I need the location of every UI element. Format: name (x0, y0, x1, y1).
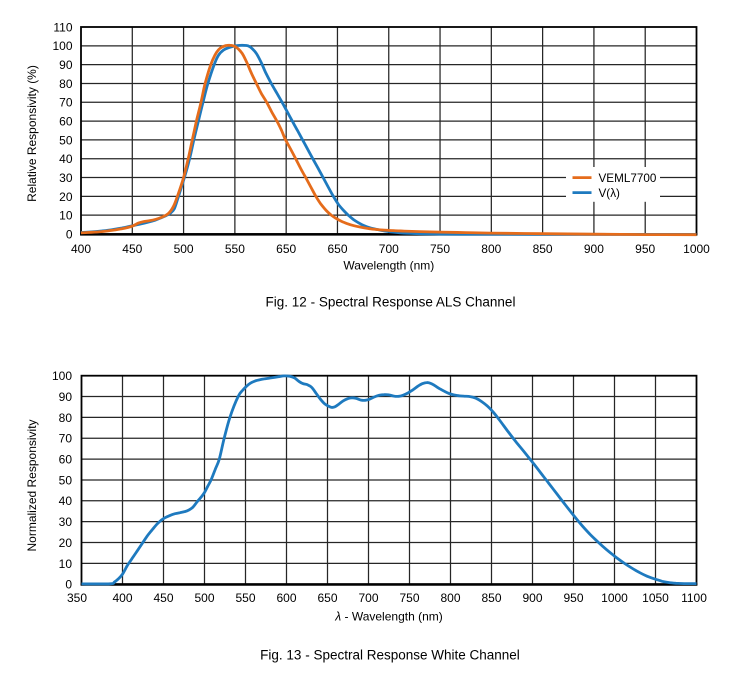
svg-text:0: 0 (66, 227, 73, 241)
svg-text:λ - Wavelength (nm): λ - Wavelength (nm) (334, 609, 443, 623)
svg-text:20: 20 (59, 190, 73, 204)
svg-text:700: 700 (358, 591, 378, 605)
svg-text:30: 30 (59, 171, 73, 185)
svg-text:90: 90 (59, 58, 73, 72)
svg-text:110: 110 (53, 20, 72, 34)
svg-text:V(λ): V(λ) (599, 187, 621, 200)
svg-text:Wavelength (nm): Wavelength (nm) (343, 258, 434, 272)
svg-text:650: 650 (276, 242, 296, 256)
svg-text:450: 450 (122, 242, 142, 256)
svg-text:70: 70 (59, 432, 73, 446)
svg-text:900: 900 (584, 242, 604, 256)
svg-text:700: 700 (379, 242, 399, 256)
svg-text:600: 600 (276, 591, 296, 605)
svg-text:Normalized Responsivity: Normalized Responsivity (25, 419, 39, 551)
svg-text:550: 550 (225, 242, 245, 256)
svg-text:Fig. 13 - Spectral Response Wh: Fig. 13 - Spectral Response White Channe… (260, 648, 520, 663)
svg-text:500: 500 (174, 242, 194, 256)
svg-text:650: 650 (327, 242, 347, 256)
svg-text:Fig. 12 - Spectral Response AL: Fig. 12 - Spectral Response ALS Channel (266, 294, 516, 309)
svg-text:80: 80 (59, 411, 73, 425)
svg-text:450: 450 (153, 591, 173, 605)
svg-text:60: 60 (59, 115, 73, 129)
svg-text:950: 950 (563, 591, 583, 605)
svg-text:VEML7700: VEML7700 (599, 172, 657, 185)
svg-text:800: 800 (481, 242, 501, 256)
svg-text:Relative Responsivity (%): Relative Responsivity (%) (25, 65, 39, 202)
svg-text:30: 30 (59, 515, 73, 529)
svg-text:800: 800 (440, 591, 460, 605)
svg-text:100: 100 (52, 39, 72, 53)
svg-text:0: 0 (65, 578, 72, 592)
svg-text:750: 750 (399, 591, 419, 605)
svg-text:650: 650 (317, 591, 337, 605)
svg-text:60: 60 (59, 453, 73, 467)
svg-text:850: 850 (533, 242, 553, 256)
svg-text:900: 900 (522, 591, 542, 605)
svg-text:40: 40 (59, 152, 73, 166)
svg-text:1100: 1100 (681, 591, 707, 605)
svg-text:850: 850 (481, 591, 501, 605)
svg-text:400: 400 (71, 242, 91, 256)
svg-text:550: 550 (235, 591, 255, 605)
svg-text:50: 50 (59, 133, 73, 147)
svg-text:750: 750 (430, 242, 450, 256)
svg-text:10: 10 (59, 557, 73, 571)
svg-text:10: 10 (59, 209, 73, 223)
svg-text:100: 100 (52, 369, 72, 383)
svg-text:20: 20 (59, 536, 73, 550)
svg-text:40: 40 (59, 494, 73, 508)
svg-text:350: 350 (67, 591, 87, 605)
svg-text:50: 50 (59, 473, 73, 487)
svg-text:70: 70 (59, 96, 73, 110)
svg-text:1050: 1050 (642, 591, 669, 605)
svg-text:950: 950 (635, 242, 655, 256)
svg-text:500: 500 (194, 591, 214, 605)
svg-text:1000: 1000 (601, 591, 628, 605)
svg-text:1000: 1000 (683, 242, 710, 256)
svg-text:90: 90 (59, 390, 73, 404)
svg-text:80: 80 (59, 77, 73, 91)
svg-text:400: 400 (112, 591, 132, 605)
